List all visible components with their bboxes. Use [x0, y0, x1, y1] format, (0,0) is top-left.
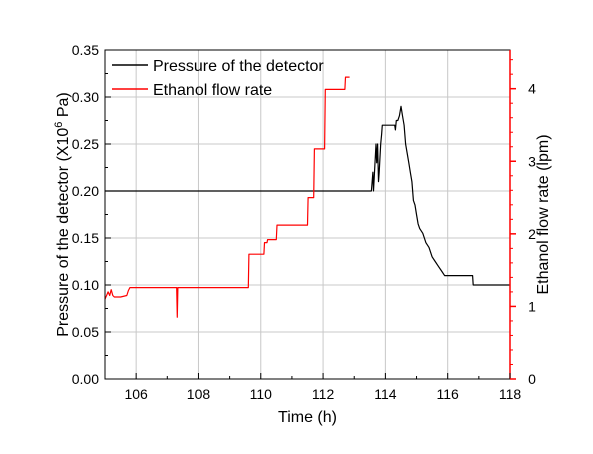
x-tick-label: 114: [374, 386, 397, 402]
y-left-tick-label: 0.25: [72, 136, 99, 152]
left-y-axis-title: Pressure of the detector (X106 Pa): [53, 92, 72, 336]
y-right-tick-label: 1: [528, 298, 536, 314]
y-left-tick-label: 0.10: [72, 277, 99, 293]
x-tick-label: 116: [437, 386, 460, 402]
y-right-tick-label: 2: [528, 226, 536, 242]
y-left-tick-label: 0.15: [72, 230, 99, 246]
y-right-tick-label: 4: [528, 81, 536, 97]
y-right-tick-label: 0: [528, 371, 536, 387]
series-line-flow: [104, 76, 350, 318]
y-left-tick-label: 0.05: [72, 324, 99, 340]
x-tick-label: 106: [124, 386, 148, 402]
x-tick-label: 110: [250, 386, 273, 402]
right-y-axis-title: Ethanol flow rate (lpm): [535, 134, 552, 294]
y-left-tick-label: 0.00: [72, 371, 99, 387]
x-axis-title: Time (h): [278, 409, 337, 426]
legend: Pressure of the detector Ethanol flow ra…: [112, 58, 324, 99]
x-tick-label: 118: [499, 386, 522, 402]
grid: [105, 50, 510, 379]
legend-label-flow: Ethanol flow rate: [153, 82, 272, 99]
y-right-tick-label: 3: [528, 153, 536, 169]
y-left-tick-label: 0.30: [72, 89, 99, 105]
x-tick-label: 108: [187, 386, 211, 402]
y-left-tick-label: 0.20: [72, 183, 99, 199]
axis-ticks: 106 108 110 112 114 116 118 0.00 0.05 0.10 0.15 0.2…: [72, 42, 536, 402]
y-left-tick-label: 0.35: [72, 42, 99, 58]
legend-label-pressure: Pressure of the detector: [153, 58, 324, 75]
series-lines: [104, 76, 510, 318]
x-tick-label: 112: [312, 386, 335, 402]
series-line-pressure: [105, 105, 510, 286]
